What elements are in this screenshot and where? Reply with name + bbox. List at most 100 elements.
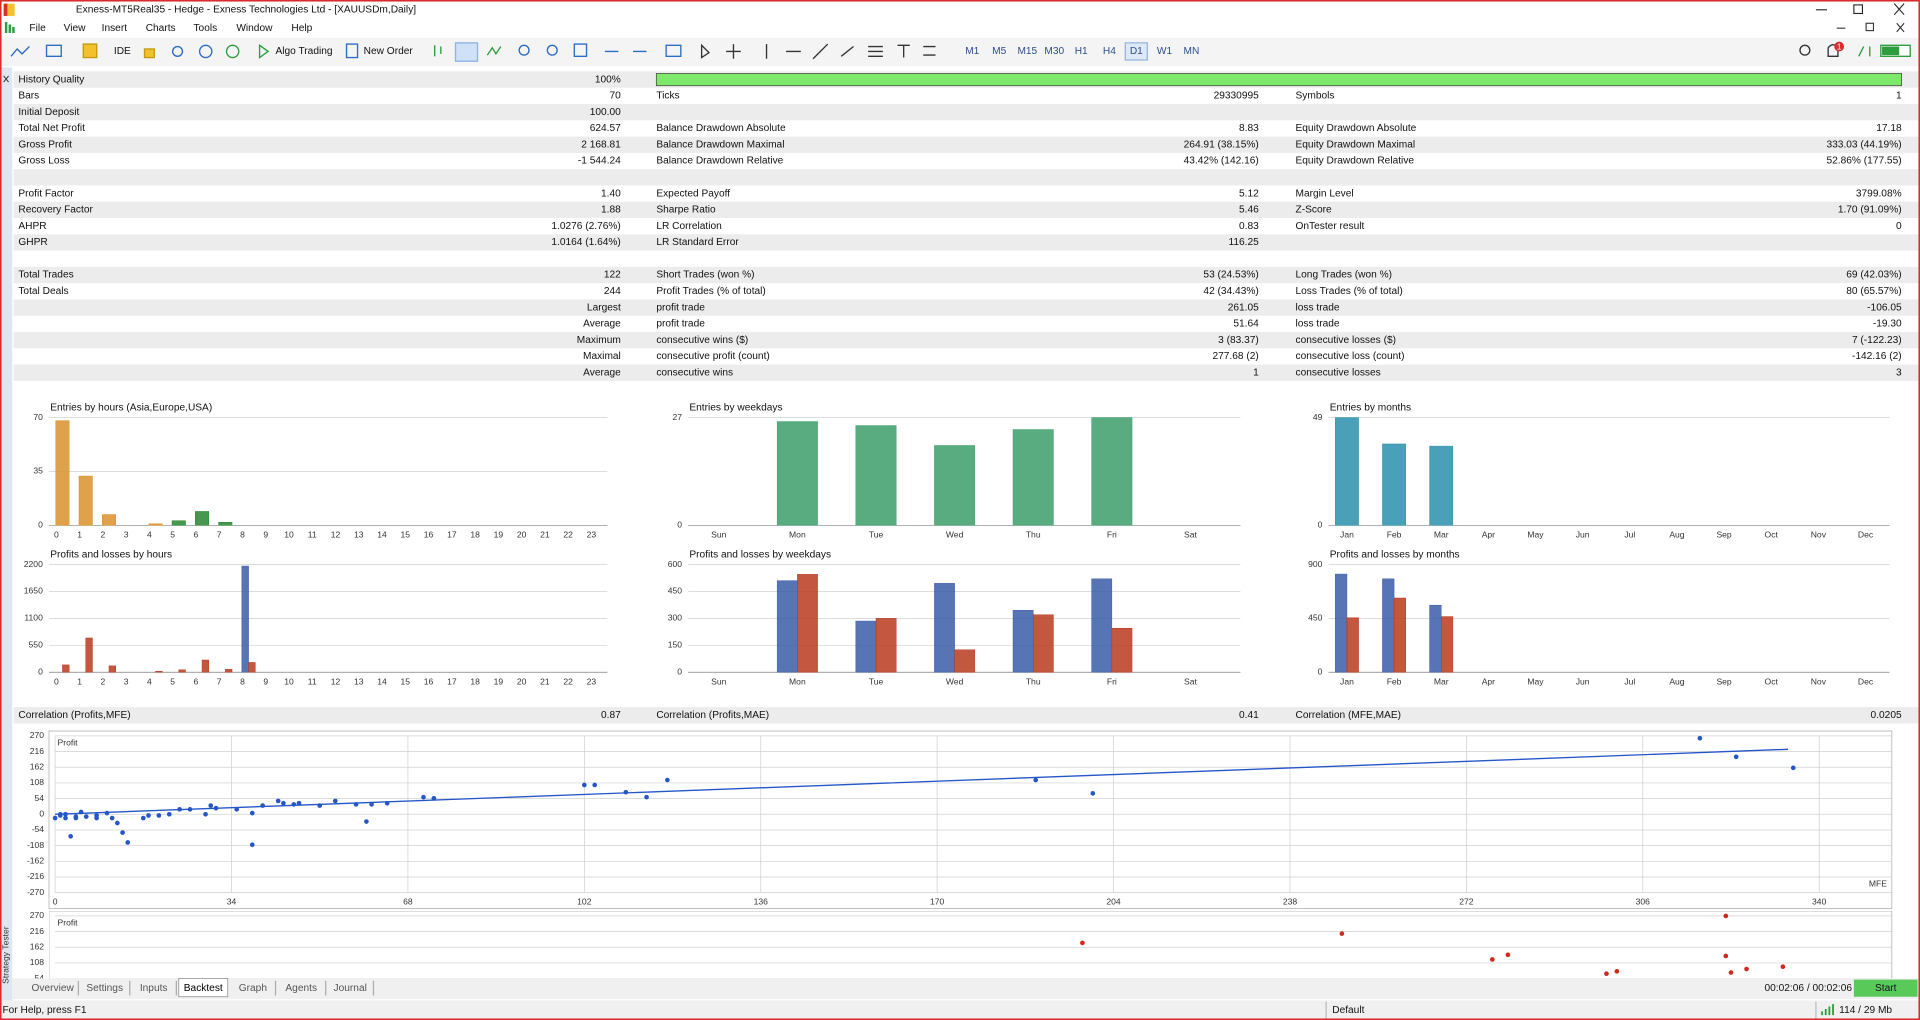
algo-play-icon[interactable] (258, 43, 270, 59)
maximize-button[interactable] (1853, 4, 1863, 15)
mdi-restore[interactable] (1865, 22, 1875, 32)
menu-item[interactable]: Insert (102, 23, 128, 34)
tab[interactable]: Settings (86, 983, 123, 994)
scatter-point (1723, 953, 1729, 959)
cloud-button[interactable] (198, 44, 213, 59)
crosshair-button[interactable] (726, 44, 741, 59)
y-tick-label: 600 (668, 559, 683, 569)
d1-highlight[interactable] (1124, 42, 1149, 61)
line-button[interactable] (486, 46, 502, 56)
stat-value: 1.40 (601, 188, 621, 199)
menu-item[interactable]: Charts (146, 23, 176, 34)
y-tick-label: 108 (30, 957, 45, 967)
template-button[interactable] (45, 44, 62, 57)
stat-value: 42 (34.43%) (1203, 286, 1258, 297)
close-tester-button[interactable] (3, 75, 9, 83)
x-tick-label: Thu (1026, 529, 1041, 539)
scatter-point (83, 814, 89, 819)
account-button[interactable] (1858, 46, 1871, 57)
vps-button[interactable] (225, 44, 240, 59)
tab[interactable]: Inputs (140, 983, 168, 994)
stat-value: 116.25 (1228, 237, 1259, 248)
toolbar-icons[interactable] (10, 41, 1911, 62)
x-tick-label: 10 (284, 529, 294, 539)
y-tick-label: 0 (677, 520, 682, 530)
timeframe-button[interactable]: MN (1184, 46, 1200, 57)
menu-item[interactable]: Window (236, 23, 273, 34)
zoom-in-button[interactable] (518, 44, 530, 56)
menu-item[interactable]: Help (291, 23, 312, 34)
active-tab[interactable] (178, 978, 229, 998)
tab[interactable]: Journal (334, 983, 367, 994)
ide-button[interactable]: IDE (114, 46, 131, 57)
tab[interactable]: Backtest (184, 983, 223, 994)
timeframe-button[interactable]: D1 (1130, 46, 1143, 57)
window-controls[interactable] (1815, 3, 1905, 16)
stat-value: 7 (-122.23) (1852, 335, 1902, 346)
scatter-point (187, 807, 193, 812)
x-tick-label: Mon (789, 529, 806, 539)
search-button[interactable] (1799, 44, 1811, 56)
chart-type-button[interactable] (10, 46, 30, 57)
bar (195, 511, 210, 526)
mdi-controls[interactable] (1836, 22, 1905, 33)
x-tick-label: 13 (354, 676, 364, 686)
scatter-point (63, 811, 68, 817)
market-button[interactable] (82, 43, 98, 59)
tab[interactable]: Graph (239, 983, 267, 994)
new-order-button[interactable]: New Order (364, 46, 414, 57)
drawing-tools[interactable] (765, 43, 936, 60)
signals-button[interactable] (171, 45, 184, 57)
bar (934, 445, 976, 526)
scatter-point (78, 809, 84, 815)
x-tick-label: Jul (1624, 529, 1635, 539)
grid-button[interactable] (573, 43, 588, 57)
timeframe-button[interactable]: H1 (1075, 46, 1088, 57)
timeframe-button[interactable]: M1 (965, 46, 979, 57)
stat-value: 1.70 (91.09%) (1838, 205, 1902, 216)
x-tick-label: 22 (563, 529, 573, 539)
cursor-button[interactable] (700, 43, 711, 59)
tab[interactable]: Agents (285, 983, 317, 994)
mdi-close[interactable] (1896, 22, 1905, 33)
order-icon[interactable] (345, 43, 359, 59)
timeframe-button[interactable]: M30 (1044, 46, 1064, 57)
lock-button[interactable] (143, 48, 155, 59)
timeframe-button[interactable]: M15 (1017, 46, 1037, 57)
tab[interactable]: Overview (31, 983, 74, 994)
x-tick-label: 5 (170, 676, 175, 686)
scatter-point (166, 811, 172, 817)
x-tick-label: 306 (1636, 897, 1651, 907)
close-button[interactable] (1893, 3, 1905, 16)
screenshot-button[interactable] (665, 44, 682, 57)
timeframe-button[interactable]: W1 (1157, 46, 1173, 57)
bar (102, 514, 116, 526)
scatter-clip: Profit (48, 911, 1893, 979)
y-tick-label: 150 (668, 640, 683, 650)
x-tick-label: 11 (308, 676, 317, 686)
scatter-point (63, 815, 68, 821)
bar (934, 583, 955, 673)
bar (201, 659, 210, 673)
zoom-out-button[interactable] (546, 44, 558, 56)
timeframe-button[interactable]: H4 (1103, 46, 1116, 57)
tester-side-label: Strategy Tester (0, 926, 10, 984)
menu-item[interactable]: View (64, 23, 86, 34)
stat-value: 5.12 (1239, 188, 1259, 199)
status-memory: 114 / 29 Mb (1839, 1005, 1892, 1016)
candles-button[interactable] (454, 42, 479, 62)
stat-label: Total Net Profit (18, 123, 85, 134)
timeframe-button[interactable]: M5 (992, 46, 1006, 57)
menu-item[interactable]: Tools (193, 23, 217, 34)
algo-trading-button[interactable]: Algo Trading (276, 46, 333, 57)
y-tick-label: 300 (668, 613, 683, 623)
menu-item[interactable]: File (29, 23, 46, 34)
stat-value: 1.88 (601, 205, 621, 216)
bars-button[interactable] (434, 45, 442, 57)
x-tick-label: 17 (447, 676, 457, 686)
start-button-label[interactable]: Start (1875, 983, 1897, 994)
scatter-point (364, 819, 369, 824)
start-button[interactable] (1853, 979, 1918, 997)
scatter-point (582, 782, 587, 788)
